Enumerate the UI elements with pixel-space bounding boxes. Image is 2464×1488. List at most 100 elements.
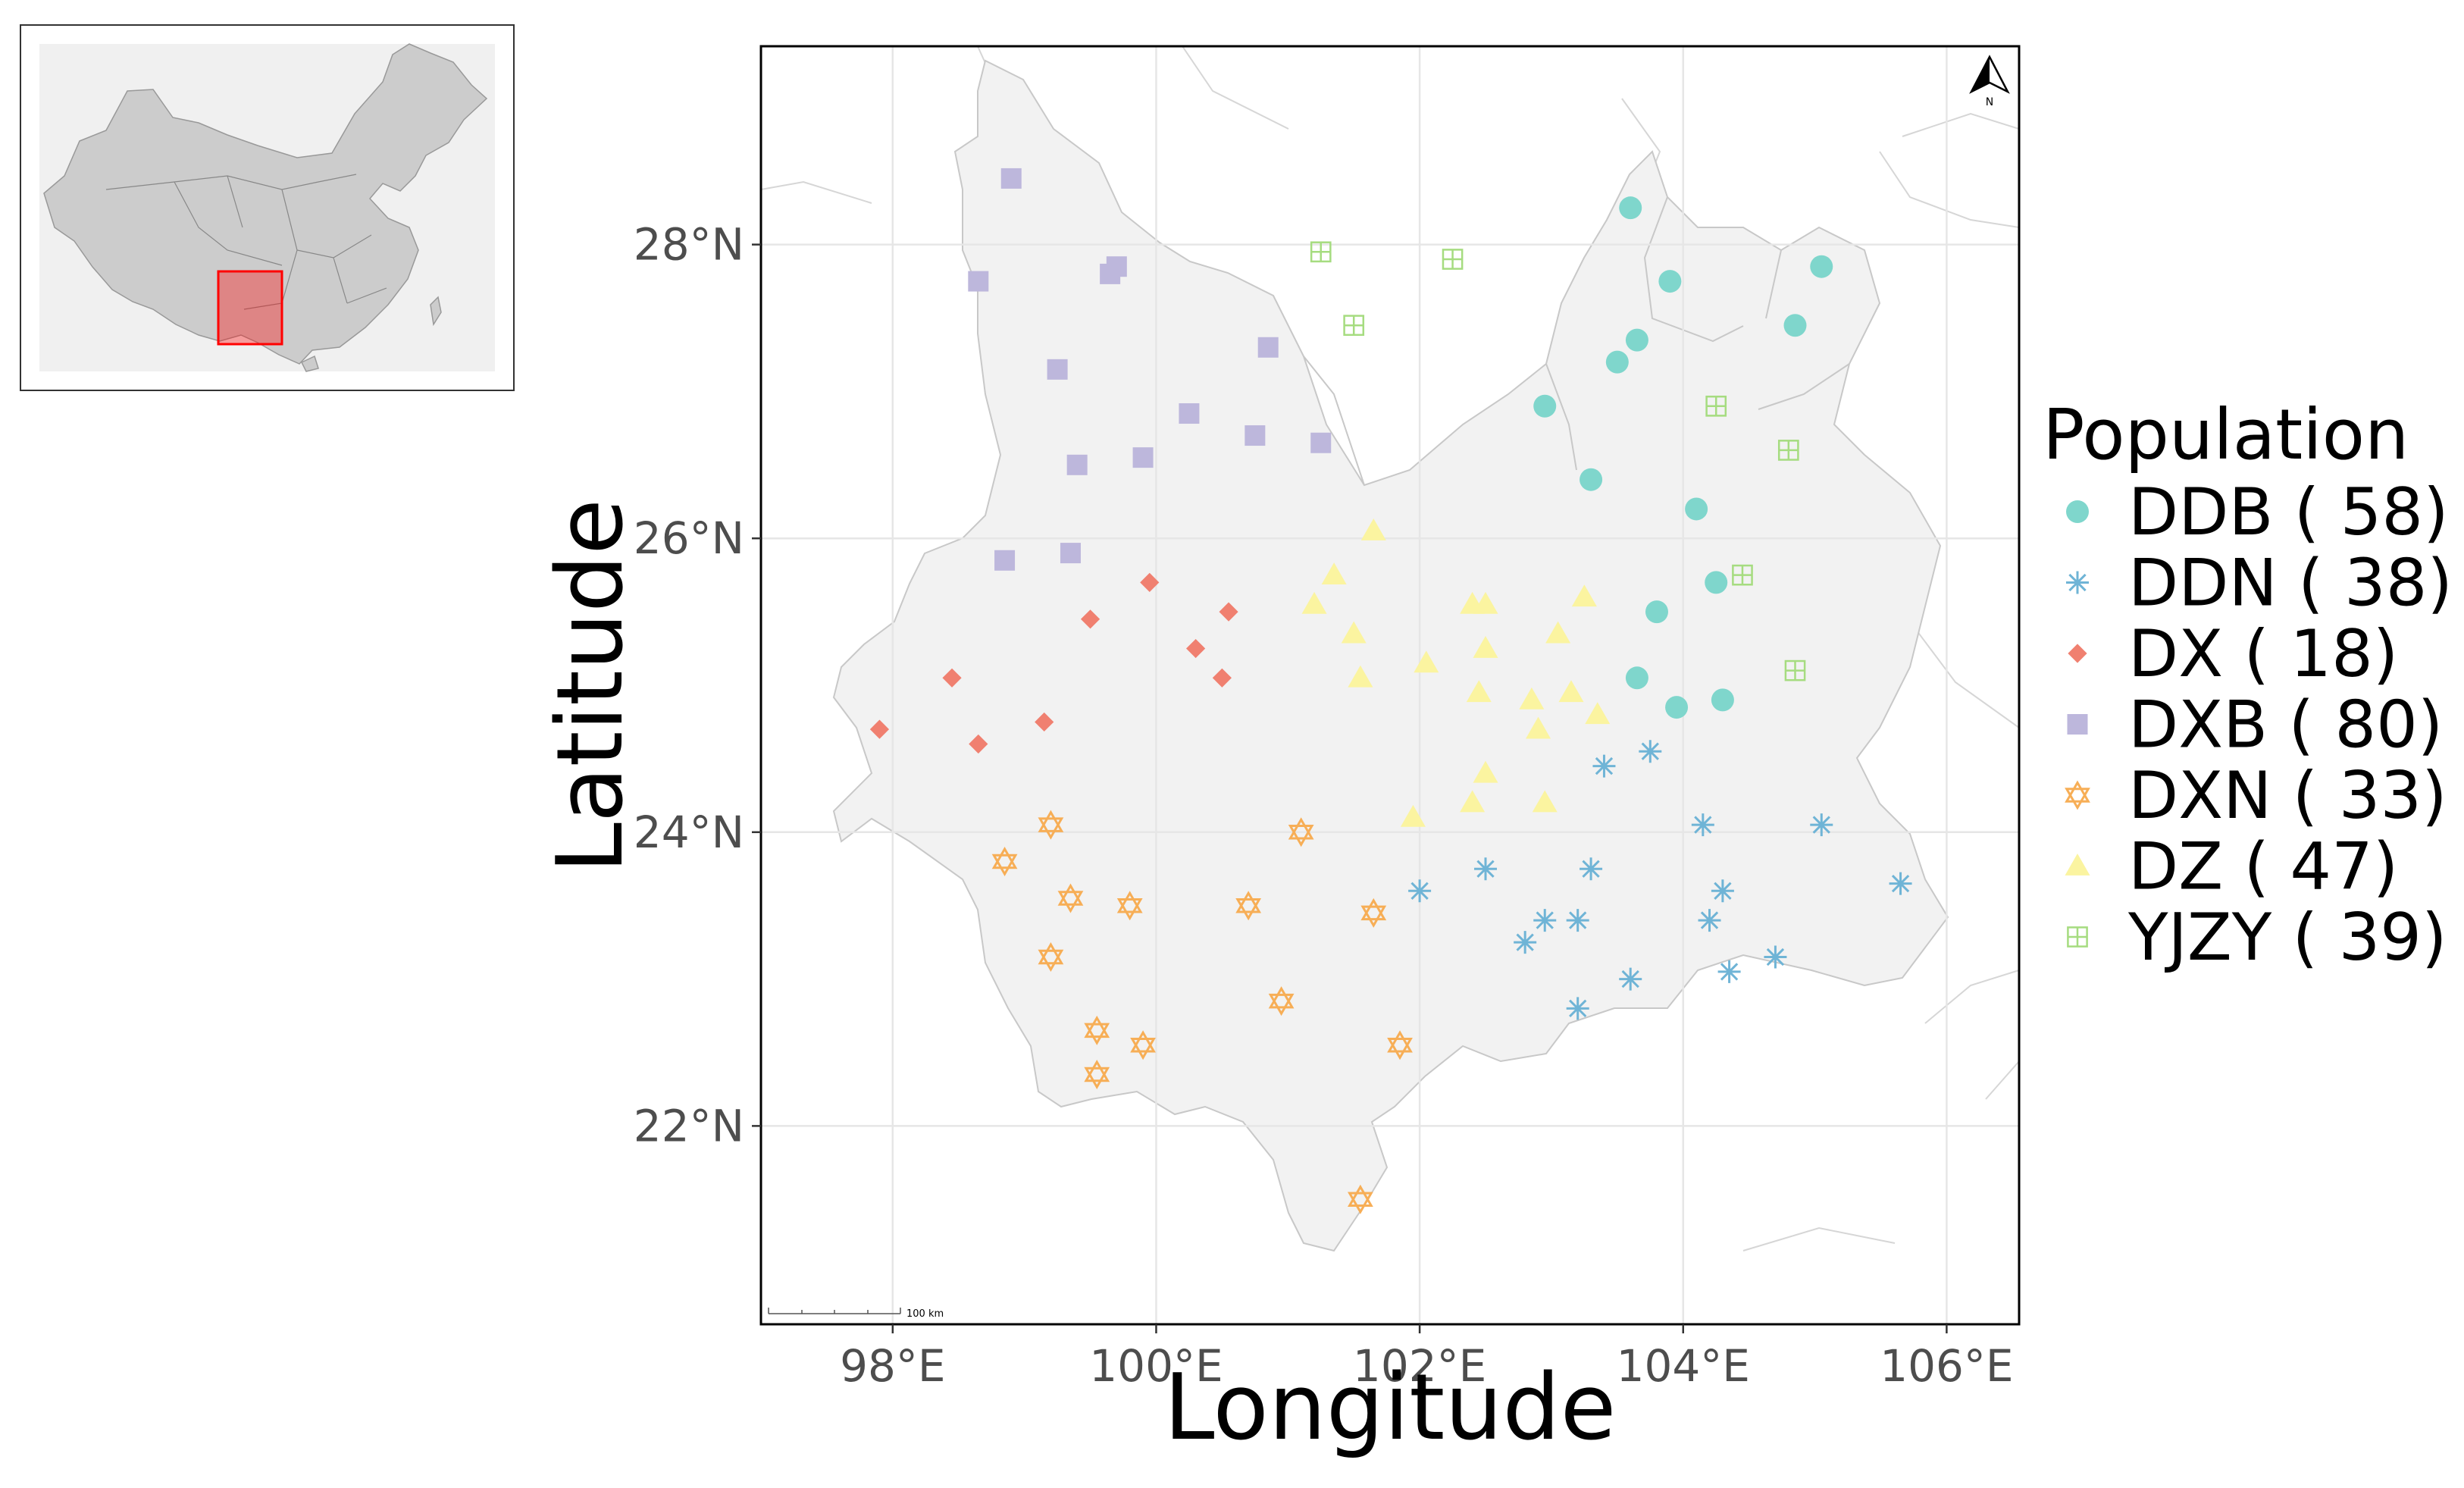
point-triangle bbox=[1585, 702, 1611, 725]
point-circle bbox=[1605, 350, 1629, 374]
inset-china-landmass bbox=[43, 43, 488, 365]
point-triangle bbox=[1460, 790, 1486, 813]
point-star6 bbox=[1084, 1015, 1110, 1045]
point-triangle bbox=[1519, 687, 1545, 710]
point-asterisk bbox=[1810, 813, 1833, 837]
legend-label: DXN ( 33) bbox=[2128, 758, 2447, 834]
legend-key-squareplus bbox=[2067, 926, 2088, 948]
points-layer bbox=[869, 168, 1912, 1214]
y-tick-label: 22°N bbox=[634, 1100, 744, 1151]
point-diamond bbox=[942, 668, 962, 688]
point-circle bbox=[1645, 600, 1668, 624]
point-star6 bbox=[1084, 1060, 1110, 1090]
point-circle bbox=[1625, 666, 1648, 690]
point-circle bbox=[1810, 255, 1833, 278]
legend-label: YJZY ( 39) bbox=[2127, 900, 2447, 976]
point-squareplus bbox=[1310, 241, 1332, 263]
point-asterisk bbox=[1717, 960, 1741, 983]
point-asterisk bbox=[1691, 813, 1714, 837]
point-asterisk bbox=[1408, 879, 1432, 903]
legend-key-circle bbox=[2066, 500, 2089, 523]
inset-study-area-highlight bbox=[217, 270, 283, 346]
point-circle bbox=[1619, 196, 1642, 220]
point-diamond bbox=[1212, 668, 1232, 688]
point-triangle bbox=[1360, 518, 1386, 540]
point-circle bbox=[1665, 696, 1689, 719]
point-diamond bbox=[1140, 572, 1160, 592]
grid-lines bbox=[761, 46, 2019, 1324]
point-squareplus bbox=[1705, 395, 1727, 417]
legend-key-square bbox=[2067, 714, 2088, 735]
point-diamond bbox=[869, 719, 890, 739]
point-square bbox=[1310, 432, 1332, 453]
point-triangle bbox=[1532, 790, 1558, 813]
legend-label: DX ( 18) bbox=[2128, 616, 2398, 692]
point-star6 bbox=[1038, 810, 1064, 840]
point-triangle bbox=[1558, 680, 1584, 703]
point-triangle bbox=[1473, 760, 1498, 783]
point-squareplus bbox=[1784, 659, 1806, 681]
legend-label: DDB ( 58) bbox=[2128, 475, 2449, 550]
point-star6 bbox=[1288, 817, 1314, 847]
point-diamond bbox=[969, 734, 988, 754]
point-star6 bbox=[1235, 891, 1262, 921]
point-circle bbox=[1685, 497, 1708, 521]
point-star6 bbox=[1387, 1030, 1413, 1060]
legend-key-triangle bbox=[2065, 854, 2090, 876]
y-axis: 22°N 24°N 26°N 28°N bbox=[634, 219, 761, 1151]
y-tick-label: 24°N bbox=[634, 807, 744, 858]
point-star6 bbox=[1130, 1030, 1156, 1060]
point-square bbox=[968, 271, 989, 292]
point-diamond bbox=[1186, 638, 1206, 659]
point-square bbox=[1066, 454, 1088, 475]
inset-taiwan bbox=[430, 296, 442, 327]
map-panel: N 100 km bbox=[759, 45, 2021, 1326]
point-asterisk bbox=[1889, 872, 1912, 895]
x-tick-label: 102°E bbox=[1353, 1340, 1486, 1392]
legend-key-star6 bbox=[2065, 780, 2090, 810]
point-asterisk bbox=[1474, 857, 1498, 881]
point-star6 bbox=[991, 847, 1018, 877]
point-square bbox=[1047, 359, 1068, 380]
x-tick-label: 106°E bbox=[1880, 1340, 2013, 1392]
point-circle bbox=[1705, 571, 1728, 594]
point-circle bbox=[1625, 328, 1648, 352]
point-triangle bbox=[1526, 716, 1551, 739]
point-squareplus bbox=[1777, 440, 1799, 461]
point-square bbox=[1179, 403, 1200, 424]
point-star6 bbox=[1268, 986, 1295, 1017]
point-triangle bbox=[1545, 621, 1571, 644]
x-axis-title: Longitude bbox=[1164, 1355, 1617, 1461]
point-asterisk bbox=[1533, 909, 1557, 932]
point-star6 bbox=[1360, 897, 1387, 928]
point-triangle bbox=[1466, 680, 1492, 703]
x-tick-label: 104°E bbox=[1617, 1340, 1750, 1392]
point-triangle bbox=[1414, 650, 1439, 673]
point-star6 bbox=[1348, 1184, 1373, 1214]
point-asterisk bbox=[1698, 909, 1721, 932]
y-tick-label: 28°N bbox=[634, 219, 744, 271]
point-triangle bbox=[1321, 562, 1347, 585]
point-square bbox=[1100, 263, 1121, 284]
panel-border bbox=[759, 45, 2021, 1326]
point-asterisk bbox=[1639, 740, 1662, 763]
north-arrow: N bbox=[1969, 55, 2010, 108]
legend: Population DDB ( 58)DDN ( 38)DX ( 18)DXB… bbox=[2043, 394, 2453, 976]
point-circle bbox=[1533, 394, 1557, 418]
scale-bar: 100 km bbox=[768, 1308, 944, 1320]
point-diamond bbox=[1035, 712, 1054, 732]
north-arrow-label: N bbox=[1986, 96, 1993, 108]
x-axis: 98°E 100°E 102°E 104°E 106°E bbox=[840, 1324, 2014, 1392]
point-star6 bbox=[1116, 891, 1143, 921]
point-asterisk bbox=[1566, 997, 1589, 1020]
y-axis-title: Latitude bbox=[538, 499, 643, 873]
point-square bbox=[1060, 543, 1081, 564]
scale-bar-label: 100 km bbox=[906, 1308, 944, 1320]
point-circle bbox=[1711, 688, 1734, 712]
legend-title: Population bbox=[2043, 394, 2409, 475]
legend-label: DZ ( 47) bbox=[2128, 829, 2398, 905]
point-asterisk bbox=[1580, 857, 1603, 881]
point-squareplus bbox=[1732, 564, 1753, 586]
point-square bbox=[1245, 425, 1266, 446]
